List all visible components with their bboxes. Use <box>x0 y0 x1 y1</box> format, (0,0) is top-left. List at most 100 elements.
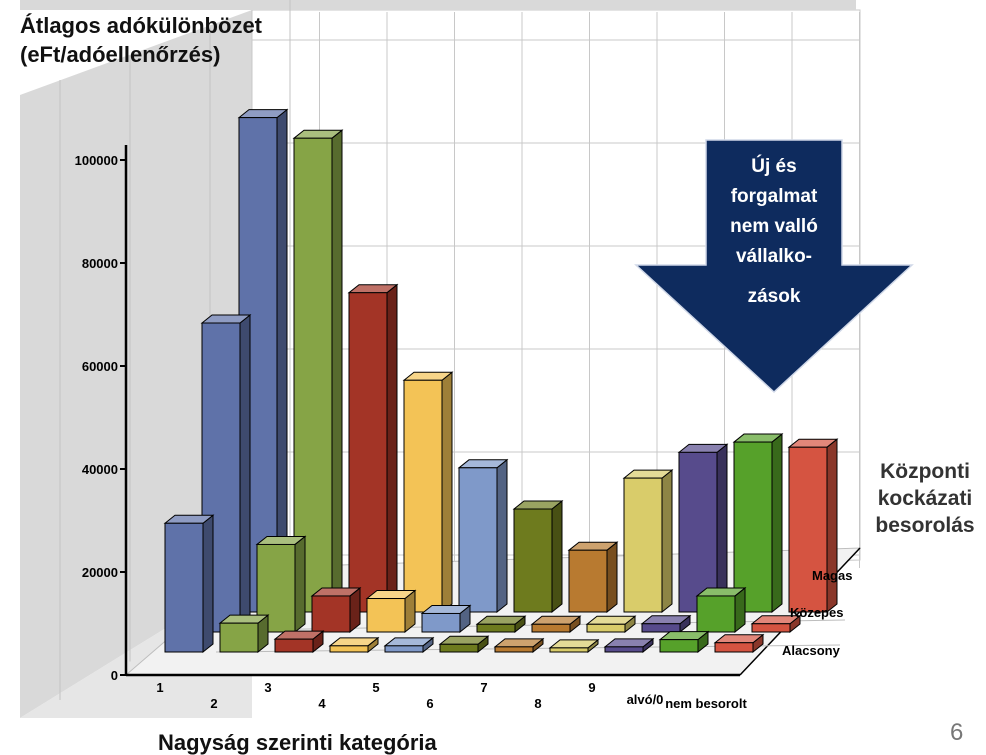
y-axis-title-line-1: Átlagos adókülönbözet <box>20 13 263 38</box>
bar-side <box>716 443 728 614</box>
x-tick-label: 8 <box>534 696 541 711</box>
bar-side <box>826 438 838 614</box>
bar-közepes-5 <box>420 604 472 634</box>
row-labels: Alacsony Közepes Magas <box>782 568 852 658</box>
bar-side <box>551 499 563 614</box>
y-tick-label: 20000 <box>82 565 118 580</box>
x-tick-label: nem besorolt <box>665 696 747 711</box>
bar-alacsony-11 <box>713 633 765 654</box>
bar-front <box>403 379 443 613</box>
bar-front <box>733 441 773 613</box>
bar-front <box>164 522 204 653</box>
bar-front <box>311 595 351 633</box>
bar-front <box>549 647 589 653</box>
bar-side <box>661 469 673 614</box>
x-tick-label: 1 <box>156 680 163 695</box>
bars <box>163 108 839 654</box>
bar-magas-3 <box>347 283 399 614</box>
bar-alacsony-9 <box>603 637 655 654</box>
bar-front <box>641 623 681 633</box>
bar-alacsony-2 <box>218 614 270 654</box>
x-tick-label: 9 <box>588 680 595 695</box>
bar-magas-7 <box>567 541 619 614</box>
bar-front <box>714 642 754 653</box>
x-tick-label: 6 <box>426 696 433 711</box>
bar-front <box>604 646 644 653</box>
y-tick-label: 0 <box>111 668 118 683</box>
bar-alacsony-1 <box>163 514 215 654</box>
bar-front <box>348 292 388 613</box>
bar-közepes-8 <box>585 615 637 634</box>
bar-alacsony-6 <box>438 635 490 654</box>
callout-line-5: zások <box>748 286 801 307</box>
bar-front <box>751 623 791 633</box>
bar-front <box>329 645 369 653</box>
bar-front <box>439 643 479 653</box>
bar-side <box>606 541 618 614</box>
y-tick-label: 80000 <box>82 256 118 271</box>
row-label-közepes: Közepes <box>790 605 843 620</box>
callout-line-3: nem valló <box>730 216 818 237</box>
bar-side <box>441 371 453 614</box>
bar-alacsony-7 <box>493 637 545 654</box>
bar-front <box>476 623 516 633</box>
bar-közepes-11 <box>750 614 802 634</box>
bar-front <box>274 638 314 653</box>
bar-front <box>219 622 259 653</box>
bar-front <box>384 645 424 653</box>
y-tick-label: 100000 <box>75 153 118 168</box>
x-tick-label: 7 <box>480 680 487 695</box>
bar-front <box>458 467 498 613</box>
bar-side <box>331 129 343 614</box>
bar-közepes-7 <box>530 615 582 634</box>
bar-front <box>623 477 663 613</box>
bar-side <box>771 433 783 614</box>
bar-alacsony-3 <box>273 630 325 654</box>
bar-magas-10 <box>732 433 784 614</box>
bar-magas-2 <box>292 129 344 614</box>
bar-front <box>586 623 626 633</box>
bar-front <box>788 446 828 613</box>
x-tick-label: 4 <box>318 696 326 711</box>
bar-side <box>386 283 398 614</box>
x-tick-label: 5 <box>372 680 379 695</box>
bar-front <box>293 137 333 613</box>
bar-alacsony-4 <box>328 636 380 654</box>
bar-közepes-6 <box>475 615 527 634</box>
bar-közepes-3 <box>310 586 362 634</box>
callout-line-2: forgalmat <box>731 186 818 207</box>
y-tick-label: 60000 <box>82 359 118 374</box>
x-tick-label: 2 <box>210 696 217 711</box>
bar-side <box>294 535 306 634</box>
bar-front <box>531 623 571 633</box>
bar-front <box>513 508 553 613</box>
bar-közepes-9 <box>640 614 692 634</box>
bar-side <box>202 514 214 654</box>
bar-side <box>496 458 508 614</box>
bar-magas-8 <box>622 469 674 614</box>
bar-magas-5 <box>457 458 509 614</box>
bar-front <box>678 451 718 613</box>
bar-front <box>568 549 608 613</box>
row-label-alacsony: Alacsony <box>782 643 841 658</box>
y-tick-label: 40000 <box>82 462 118 477</box>
bar-front <box>659 639 699 653</box>
x-axis-title: Nagyság szerinti kategória <box>158 730 438 755</box>
bar-front <box>421 612 461 633</box>
callout-arrow: Új és forgalmat nem valló vállalko- záso… <box>634 139 914 394</box>
bar-side <box>239 313 251 634</box>
bar-magas-9 <box>677 443 729 614</box>
page-number: 6 <box>950 719 963 746</box>
bar-magas-11 <box>787 438 839 614</box>
bar-front <box>494 646 534 653</box>
z-axis-title-line-2: kockázati <box>878 487 973 510</box>
bar-alacsony-5 <box>383 636 435 654</box>
bar-alacsony-8 <box>548 638 600 654</box>
callout-arrow-shape <box>634 139 914 394</box>
row-label-magas: Magas <box>812 568 852 583</box>
bar-közepes-10 <box>695 586 747 634</box>
bar-front <box>366 598 406 633</box>
bar-alacsony-10 <box>658 630 710 654</box>
